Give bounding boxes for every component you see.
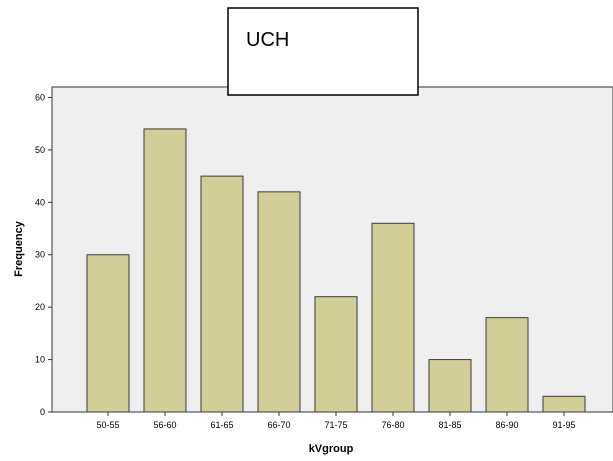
x-tick-label: 76-80: [381, 420, 404, 430]
bar-61-65: [200, 175, 244, 413]
y-axis: 0 10 20 30 40 50 60: [35, 92, 52, 417]
bar-71-75: [314, 296, 358, 413]
bar-86-90: [485, 317, 529, 413]
y-tick-label: 10: [35, 355, 45, 365]
y-axis-title: Frequency: [13, 220, 25, 277]
x-tick-label: 61-65: [210, 420, 233, 430]
y-tick-label: 40: [35, 197, 45, 207]
y-tick-label: 50: [35, 145, 45, 155]
chart-title: UCH: [246, 29, 289, 51]
x-tick-label: 81-85: [438, 420, 461, 430]
bar-50-55: [86, 254, 130, 413]
bar-66-70: [257, 191, 301, 413]
bar-56-60: [143, 128, 187, 413]
y-tick-label: 0: [40, 407, 45, 417]
x-tick-label: 71-75: [324, 420, 347, 430]
x-axis: 50-55 56-60 61-65 66-70 71-75 76-80 81-85 86-90…: [96, 412, 576, 430]
x-tick-label: 56-60: [153, 420, 176, 430]
title-box: [227, 7, 419, 96]
bar-81-85: [428, 359, 472, 413]
bar-76-80: [371, 222, 415, 413]
x-tick-label: 86-90: [495, 420, 518, 430]
x-tick-label: 66-70: [267, 420, 290, 430]
x-tick-label: 91-95: [552, 420, 575, 430]
x-tick-label: 50-55: [96, 420, 119, 430]
y-tick-label: 20: [35, 302, 45, 312]
bar-91-95: [542, 395, 586, 413]
y-tick-label: 60: [35, 92, 45, 102]
x-axis-title: kVgroup: [309, 443, 354, 455]
y-tick-label: 30: [35, 250, 45, 260]
